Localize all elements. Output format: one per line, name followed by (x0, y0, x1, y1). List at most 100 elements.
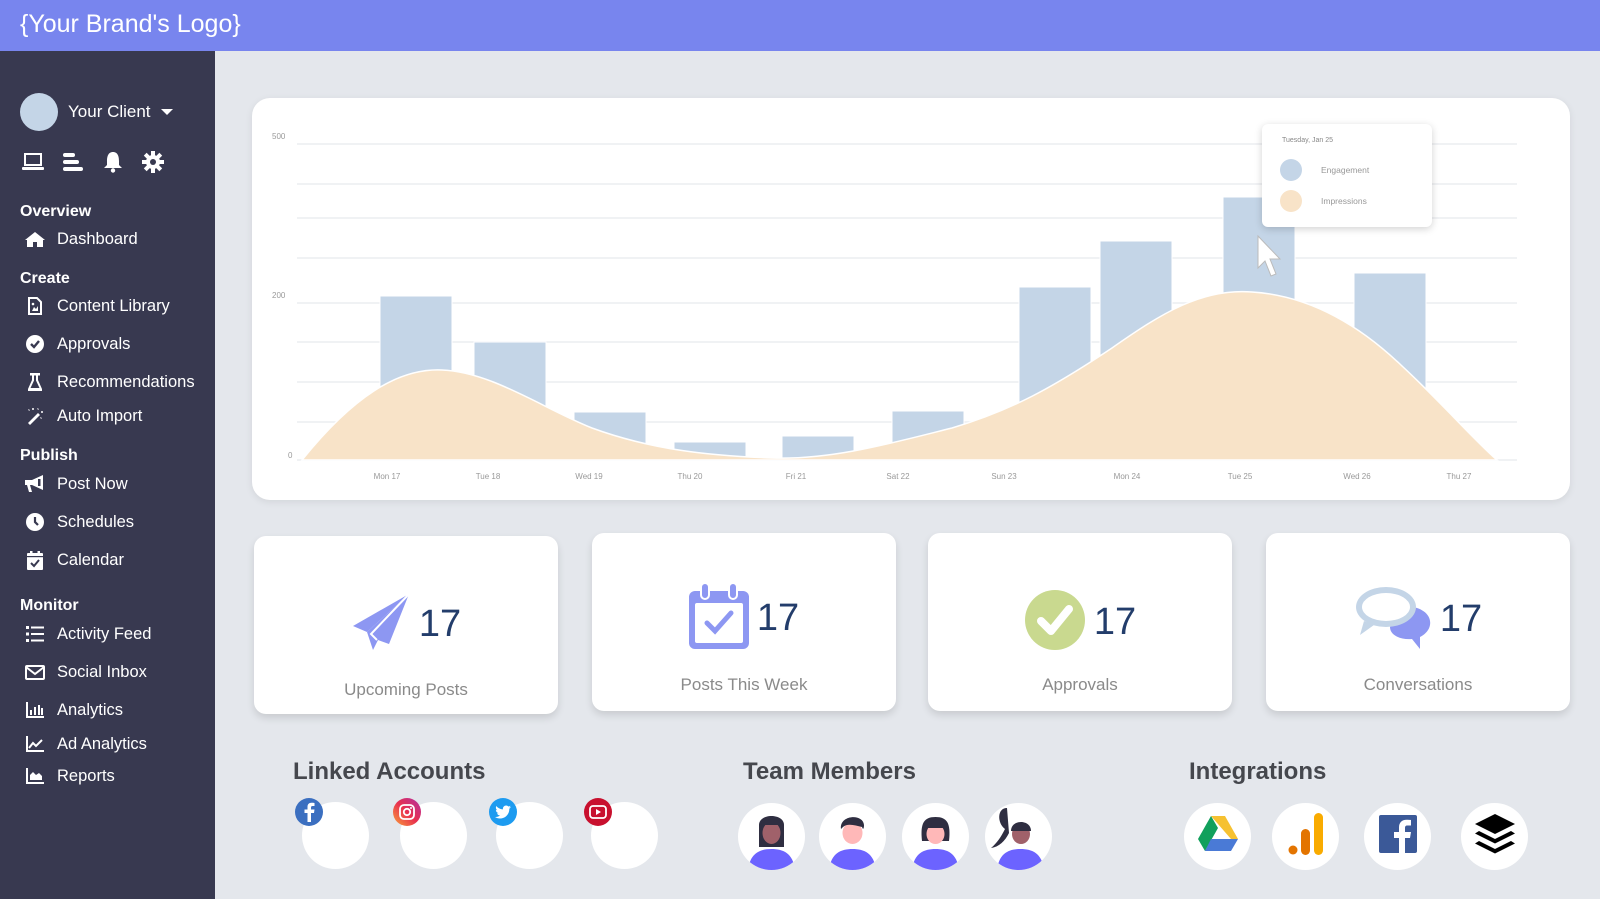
linked-accounts-title: Linked Accounts (293, 758, 486, 785)
sidebar-item-label: Social Inbox (57, 662, 147, 681)
sidebar-item-label: Analytics (57, 700, 124, 719)
top-bar: {Your Brand's Logo} (0, 0, 1600, 51)
stat-label: Posts This Week (680, 675, 808, 694)
megaphone-icon (24, 474, 46, 494)
sidebar-item-schedules[interactable]: Schedules (24, 512, 134, 532)
sidebar-item-ad-analytics[interactable]: Ad Analytics (24, 734, 147, 754)
instagram-icon (393, 798, 421, 826)
integration-google-analytics[interactable] (1272, 803, 1339, 870)
check-circle-icon (1024, 589, 1086, 656)
check-circle-icon (24, 334, 46, 354)
brand-logo[interactable]: {Your Brand's Logo} (20, 10, 241, 38)
team-member-avatar[interactable] (902, 803, 969, 870)
y-tick-200: 200 (272, 291, 286, 300)
sidebar-item-post-now[interactable]: Post Now (24, 474, 128, 494)
y-tick-0: 0 (288, 451, 293, 460)
nav-section-overview: Overview (20, 203, 92, 220)
sidebar-item-label: Activity Feed (57, 624, 152, 643)
legend-impressions: Impressions (1280, 190, 1367, 212)
svg-text:Wed 26: Wed 26 (1343, 472, 1371, 481)
svg-text:Thu 27: Thu 27 (1447, 472, 1472, 481)
y-tick-500: 500 (272, 132, 286, 141)
team-members-title: Team Members (743, 758, 916, 785)
integration-buffer[interactable] (1461, 803, 1528, 870)
impressions-swatch (1280, 190, 1302, 212)
list-icon (24, 624, 46, 644)
stat-card-upcoming-posts[interactable]: 17 Upcoming Posts (254, 536, 558, 714)
sidebar-item-analytics[interactable]: Analytics (24, 700, 123, 720)
calendar-check-icon (24, 550, 46, 570)
team-member-avatar[interactable] (819, 803, 886, 870)
sidebar-item-label: Post Now (57, 474, 128, 493)
client-avatar (20, 93, 58, 131)
sidebar-item-label: Calendar (57, 550, 124, 569)
client-name: Your Client (68, 102, 151, 121)
svg-text:Tue 18: Tue 18 (476, 472, 501, 481)
sidebar-item-approvals[interactable]: Approvals (24, 334, 130, 354)
sidebar: Your Client Overview Dashboard Create Co… (0, 51, 215, 899)
sidebar-item-label: Ad Analytics (57, 734, 147, 753)
home-icon (24, 229, 46, 249)
sidebar-item-label: Auto Import (57, 406, 143, 425)
stat-label: Approvals (1042, 675, 1118, 694)
sidebar-item-label: Recommendations (57, 372, 195, 391)
client-switcher[interactable]: Your Client (20, 93, 173, 131)
sidebar-item-recommendations[interactable]: Recommendations (24, 372, 195, 392)
integration-google-drive[interactable] (1184, 803, 1251, 870)
nav-section-publish: Publish (20, 447, 78, 464)
google-analytics-icon (1288, 813, 1324, 860)
x-axis-labels: Mon 17 Tue 18 Wed 19 Thu 20 Fri 21 Sat 2… (374, 472, 1472, 481)
stat-card-conversations[interactable]: 17 Conversations (1266, 533, 1570, 711)
legend-engagement: Engagement (1280, 159, 1369, 181)
cursor-icon (1257, 234, 1282, 277)
team-member-avatar[interactable] (985, 803, 1052, 870)
sidebar-item-reports[interactable]: Reports (24, 766, 115, 786)
svg-text:Tue 25: Tue 25 (1228, 472, 1253, 481)
bell-icon[interactable] (102, 151, 124, 173)
stat-label: Upcoming Posts (344, 680, 468, 699)
twitter-icon (489, 798, 517, 826)
chat-bubbles-icon (1354, 585, 1432, 654)
bar-chart-icon (24, 700, 46, 720)
nav-section-create: Create (20, 270, 70, 287)
sidebar-item-calendar[interactable]: Calendar (24, 550, 124, 570)
stat-value: 17 (418, 603, 462, 645)
stat-card-posts-this-week[interactable]: 17 Posts This Week (592, 533, 896, 711)
sidebar-item-content-library[interactable]: Content Library (24, 296, 170, 316)
calendar-check-icon (688, 582, 749, 654)
integration-facebook[interactable] (1364, 803, 1431, 870)
impressions-area (300, 290, 1499, 461)
stat-value: 17 (1093, 601, 1137, 643)
chevron-down-icon (160, 109, 173, 115)
file-image-icon (24, 296, 46, 316)
team-member-avatar[interactable] (738, 803, 805, 870)
line-chart-icon (24, 734, 46, 754)
sidebar-item-dashboard[interactable]: Dashboard (24, 229, 138, 249)
svg-text:Wed 19: Wed 19 (575, 472, 603, 481)
nav-section-monitor: Monitor (20, 597, 79, 614)
facebook-square-icon (1378, 815, 1417, 858)
youtube-icon (584, 798, 612, 826)
stat-value: 17 (756, 597, 800, 639)
sidebar-item-label: Dashboard (57, 229, 138, 248)
sidebar-item-label: Content Library (57, 296, 170, 315)
clock-icon (24, 512, 46, 532)
stat-card-approvals[interactable]: 17 Approvals (928, 533, 1232, 711)
sidebar-item-social-inbox[interactable]: Social Inbox (24, 662, 147, 682)
flask-icon (24, 372, 46, 392)
engagement-impressions-chart[interactable]: 500 200 0 Mon 17 Tue 18 Wed 19 Thu 20 Fr… (252, 98, 1570, 500)
envelope-icon (24, 662, 46, 682)
svg-text:Sun 23: Sun 23 (991, 472, 1017, 481)
magic-wand-icon (24, 406, 46, 426)
stat-label: Conversations (1363, 675, 1473, 694)
laptop-icon[interactable] (22, 151, 44, 173)
quick-icons (22, 151, 164, 173)
chart-tooltip: Tuesday, Jan 25 Engagement Impressions (1262, 124, 1432, 227)
sidebar-item-auto-import[interactable]: Auto Import (24, 406, 142, 426)
sidebar-item-activity-feed[interactable]: Activity Feed (24, 624, 151, 644)
gear-icon[interactable] (142, 151, 164, 173)
svg-text:Mon 17: Mon 17 (374, 472, 401, 481)
paper-plane-icon (351, 592, 411, 657)
align-left-icon[interactable] (62, 151, 84, 173)
sidebar-item-label: Schedules (57, 512, 135, 531)
